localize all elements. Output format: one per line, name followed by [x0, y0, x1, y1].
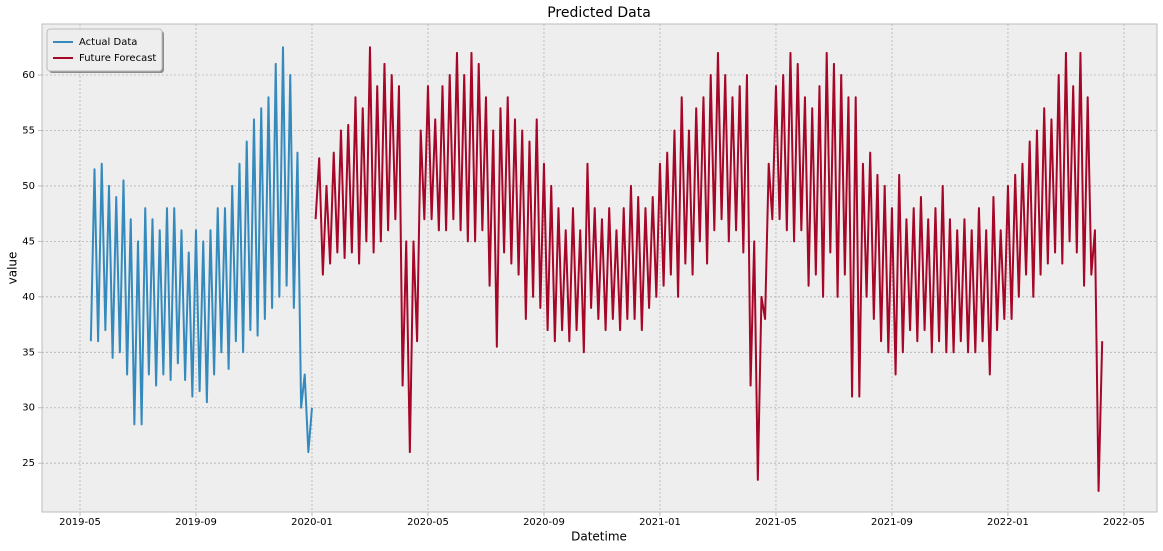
- x-tick-label: 2021-01: [639, 517, 681, 528]
- x-tick-label: 2020-09: [523, 517, 565, 528]
- x-tick-label: 2021-05: [755, 517, 797, 528]
- legend-label: Actual Data: [79, 37, 137, 48]
- y-tick-label: 55: [22, 125, 35, 136]
- y-tick-label: 35: [22, 347, 35, 358]
- legend-box: [46, 28, 163, 72]
- series-lines: [89, 46, 1104, 492]
- y-tick-label: 25: [22, 458, 35, 469]
- y-tick-label: 60: [22, 70, 35, 81]
- legend: Actual Data Future Forecast: [46, 28, 164, 73]
- y-tick-label: 40: [22, 292, 35, 303]
- x-tick-label: 2020-01: [291, 517, 333, 528]
- x-tick-label: 2022-01: [987, 517, 1029, 528]
- y-axis-label: value: [6, 252, 20, 285]
- chart-title: Predicted Data: [547, 5, 651, 21]
- x-tick-label: 2021-09: [871, 517, 913, 528]
- x-tick-label: 2019-09: [175, 517, 217, 528]
- y-tick-label: 50: [22, 181, 35, 192]
- x-tick-label: 2019-05: [59, 517, 101, 528]
- x-tick-label: 2020-05: [407, 517, 449, 528]
- data-line: [89, 46, 313, 454]
- x-axis-label: Datetime: [571, 530, 627, 544]
- x-tick-label: 2022-05: [1103, 517, 1145, 528]
- data-line: [314, 46, 1104, 492]
- legend-label: Future Forecast: [79, 53, 156, 64]
- y-tick-label: 30: [22, 403, 35, 414]
- y-tick-label: 45: [22, 236, 35, 247]
